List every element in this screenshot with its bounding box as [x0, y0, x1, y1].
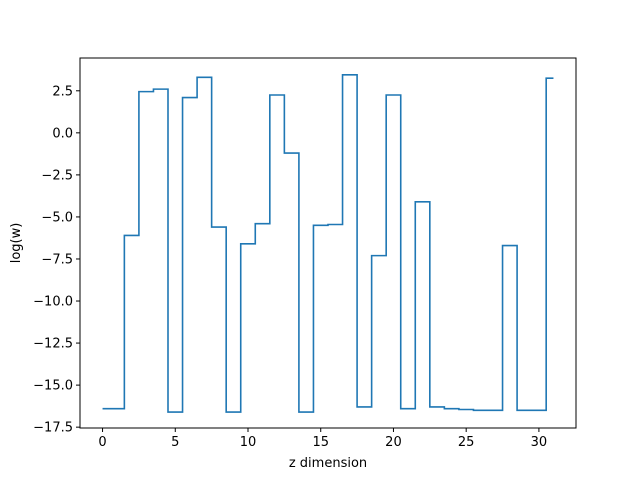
x-tick-label: 15	[312, 435, 329, 450]
series-line-0	[102, 74, 554, 413]
y-tick-label: −5.0	[41, 210, 73, 225]
plot-frame	[79, 57, 577, 429]
x-axis-ticks: 0 5 10 15 20 25 30	[98, 428, 547, 450]
y-tick-label: 2.5	[52, 84, 73, 99]
y-tick-label: −2.5	[41, 168, 73, 183]
y-tick-label: −12.5	[33, 337, 73, 352]
y-axis-ticks: −17.5 −15.0 −12.5 −10.0 −7.5 −5.0 −2.5 0.0 2.5	[33, 84, 80, 436]
y-tick-label: 0.0	[52, 126, 73, 141]
y-axis-label: log(w)	[9, 223, 24, 264]
x-tick-label: 10	[240, 435, 257, 450]
x-tick-label: 25	[458, 435, 475, 450]
x-axis-label: z dimension	[289, 456, 367, 471]
x-tick-label: 30	[531, 435, 548, 450]
series-layer	[102, 74, 554, 413]
x-tick-label: 0	[98, 435, 106, 450]
y-tick-label: −17.5	[33, 421, 73, 436]
plot-area	[80, 58, 576, 428]
x-tick-label: 20	[385, 435, 402, 450]
y-tick-label: −10.0	[33, 295, 73, 310]
y-tick-label: −15.0	[33, 379, 73, 394]
y-tick-label: −7.5	[41, 252, 73, 267]
x-tick-label: 5	[171, 435, 179, 450]
